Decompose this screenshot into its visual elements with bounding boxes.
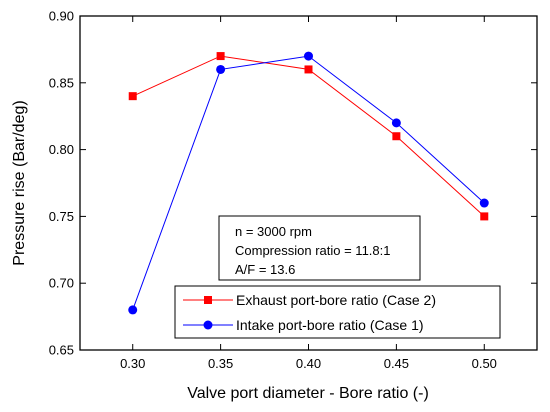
data-point-exhaust: [128, 92, 137, 101]
ticks-layer: 0.30 0.35 0.40 0.45 0.50 0.65 0.70 0.75 0.80 0.85…: [49, 9, 537, 371]
y-axis-label: Pressure rise (Bar/deg): [11, 100, 28, 265]
x-axis-label: Valve port diameter - Bore ratio (-): [187, 385, 429, 402]
y-tick-label: 0.90: [49, 9, 74, 24]
data-point-intake: [216, 64, 226, 74]
data-point-intake: [391, 118, 401, 128]
data-point-intake: [304, 51, 313, 61]
legend-marker-square: [204, 296, 212, 304]
data-point-intake: [479, 198, 489, 208]
y-tick-label: 0.85: [49, 75, 74, 90]
x-tick-label: 0.40: [296, 356, 321, 371]
x-tick-label: 0.45: [384, 356, 409, 371]
plot-frame: [79, 15, 538, 351]
legend-marker-circle: [203, 320, 213, 330]
legend-entry-exhaust: Exhaust port-bore ratio (Case 2): [183, 292, 436, 308]
annotation-line-compression: Compression ratio = 11.8:1: [235, 243, 390, 258]
series-line-exhaust: [132, 55, 485, 217]
data-point-exhaust: [392, 132, 401, 141]
y-tick-label: 0.65: [49, 343, 74, 358]
annotation-line-rpm: n = 3000 rpm: [235, 224, 312, 239]
data-point-intake: [128, 305, 138, 315]
y-tick-label: 0.75: [49, 209, 74, 224]
legend-label-exhaust: Exhaust port-bore ratio (Case 2): [236, 292, 436, 308]
data-point-exhaust: [480, 212, 489, 221]
legend: Exhaust port-bore ratio (Case 2) Intake …: [174, 285, 501, 339]
series-layer: [128, 51, 489, 315]
x-tick-label: 0.30: [120, 356, 145, 371]
legend-entry-intake: Intake port-bore ratio (Case 1): [183, 317, 424, 333]
x-tick-label: 0.50: [472, 356, 497, 371]
data-point-exhaust: [216, 52, 225, 61]
y-tick-label: 0.80: [49, 142, 74, 157]
annotation-line-af: A/F = 13.6: [235, 262, 295, 277]
data-point-exhaust: [304, 65, 313, 74]
annotation-box: n = 3000 rpm Compression ratio = 11.8:1 …: [218, 215, 421, 281]
legend-label-intake: Intake port-bore ratio (Case 1): [236, 317, 424, 333]
x-tick-label: 0.35: [208, 356, 233, 371]
y-tick-label: 0.70: [49, 276, 74, 291]
